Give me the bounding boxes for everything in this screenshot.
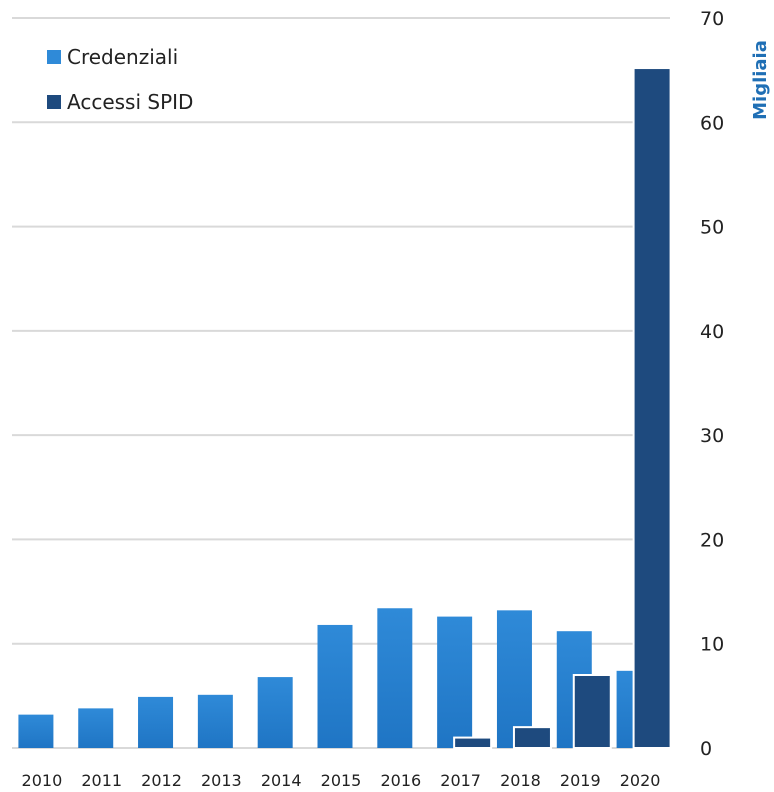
x-tick-label: 2019: [560, 771, 601, 790]
x-tick-label: 2018: [500, 771, 541, 790]
x-axis-ticks: 2010 2011 2012 2013 2014 2015 2016 2017 2018 2019…: [22, 771, 661, 790]
x-tick-label: 2017: [440, 771, 481, 790]
bar-credenziali: [78, 708, 114, 748]
bar-credenziali: [437, 616, 473, 748]
bar-credenziali: [18, 714, 54, 748]
x-tick-label: 2015: [321, 771, 362, 790]
y-tick-label: 70: [700, 8, 724, 30]
bar-credenziali: [317, 624, 353, 748]
bar-accessi-spid: [572, 674, 612, 749]
x-tick-label: 2020: [620, 771, 661, 790]
bar-credenziali: [197, 694, 233, 748]
y-axis-ticks: 0 10 20 30 40 50 60 70: [700, 8, 724, 760]
y-tick-label: 0: [700, 738, 712, 760]
legend-swatch-accessi-spid: [47, 95, 61, 109]
gridlines: [12, 17, 670, 749]
bar-accessi-spid: [453, 736, 493, 749]
bar-credenziali: [496, 610, 532, 748]
bar-credenziali: [257, 677, 293, 748]
x-tick-label: 2010: [22, 771, 63, 790]
legend-label-accessi-spid: Accessi SPID: [67, 90, 193, 114]
y-axis-label: Migliaia: [750, 40, 771, 120]
bar-accessi-spid: [512, 726, 552, 750]
bar-credenziali: [377, 608, 413, 748]
y-tick-label: 50: [700, 217, 724, 239]
y-tick-label: 60: [700, 112, 724, 134]
x-tick-label: 2013: [201, 771, 242, 790]
bars: [18, 67, 672, 750]
legend-swatch-credenziali: [47, 50, 61, 64]
legend: Credenziali Accessi SPID: [47, 45, 193, 114]
x-tick-label: 2011: [81, 771, 122, 790]
y-tick-label: 10: [700, 634, 724, 656]
y-tick-label: 20: [700, 529, 724, 551]
bar-credenziali: [138, 696, 174, 748]
legend-label-credenziali: Credenziali: [67, 45, 178, 69]
x-tick-label: 2016: [380, 771, 421, 790]
x-tick-label: 2014: [261, 771, 302, 790]
bar-accessi-spid: [632, 67, 672, 750]
y-tick-label: 40: [700, 321, 724, 343]
x-tick-label: 2012: [141, 771, 182, 790]
y-tick-label: 30: [700, 425, 724, 447]
